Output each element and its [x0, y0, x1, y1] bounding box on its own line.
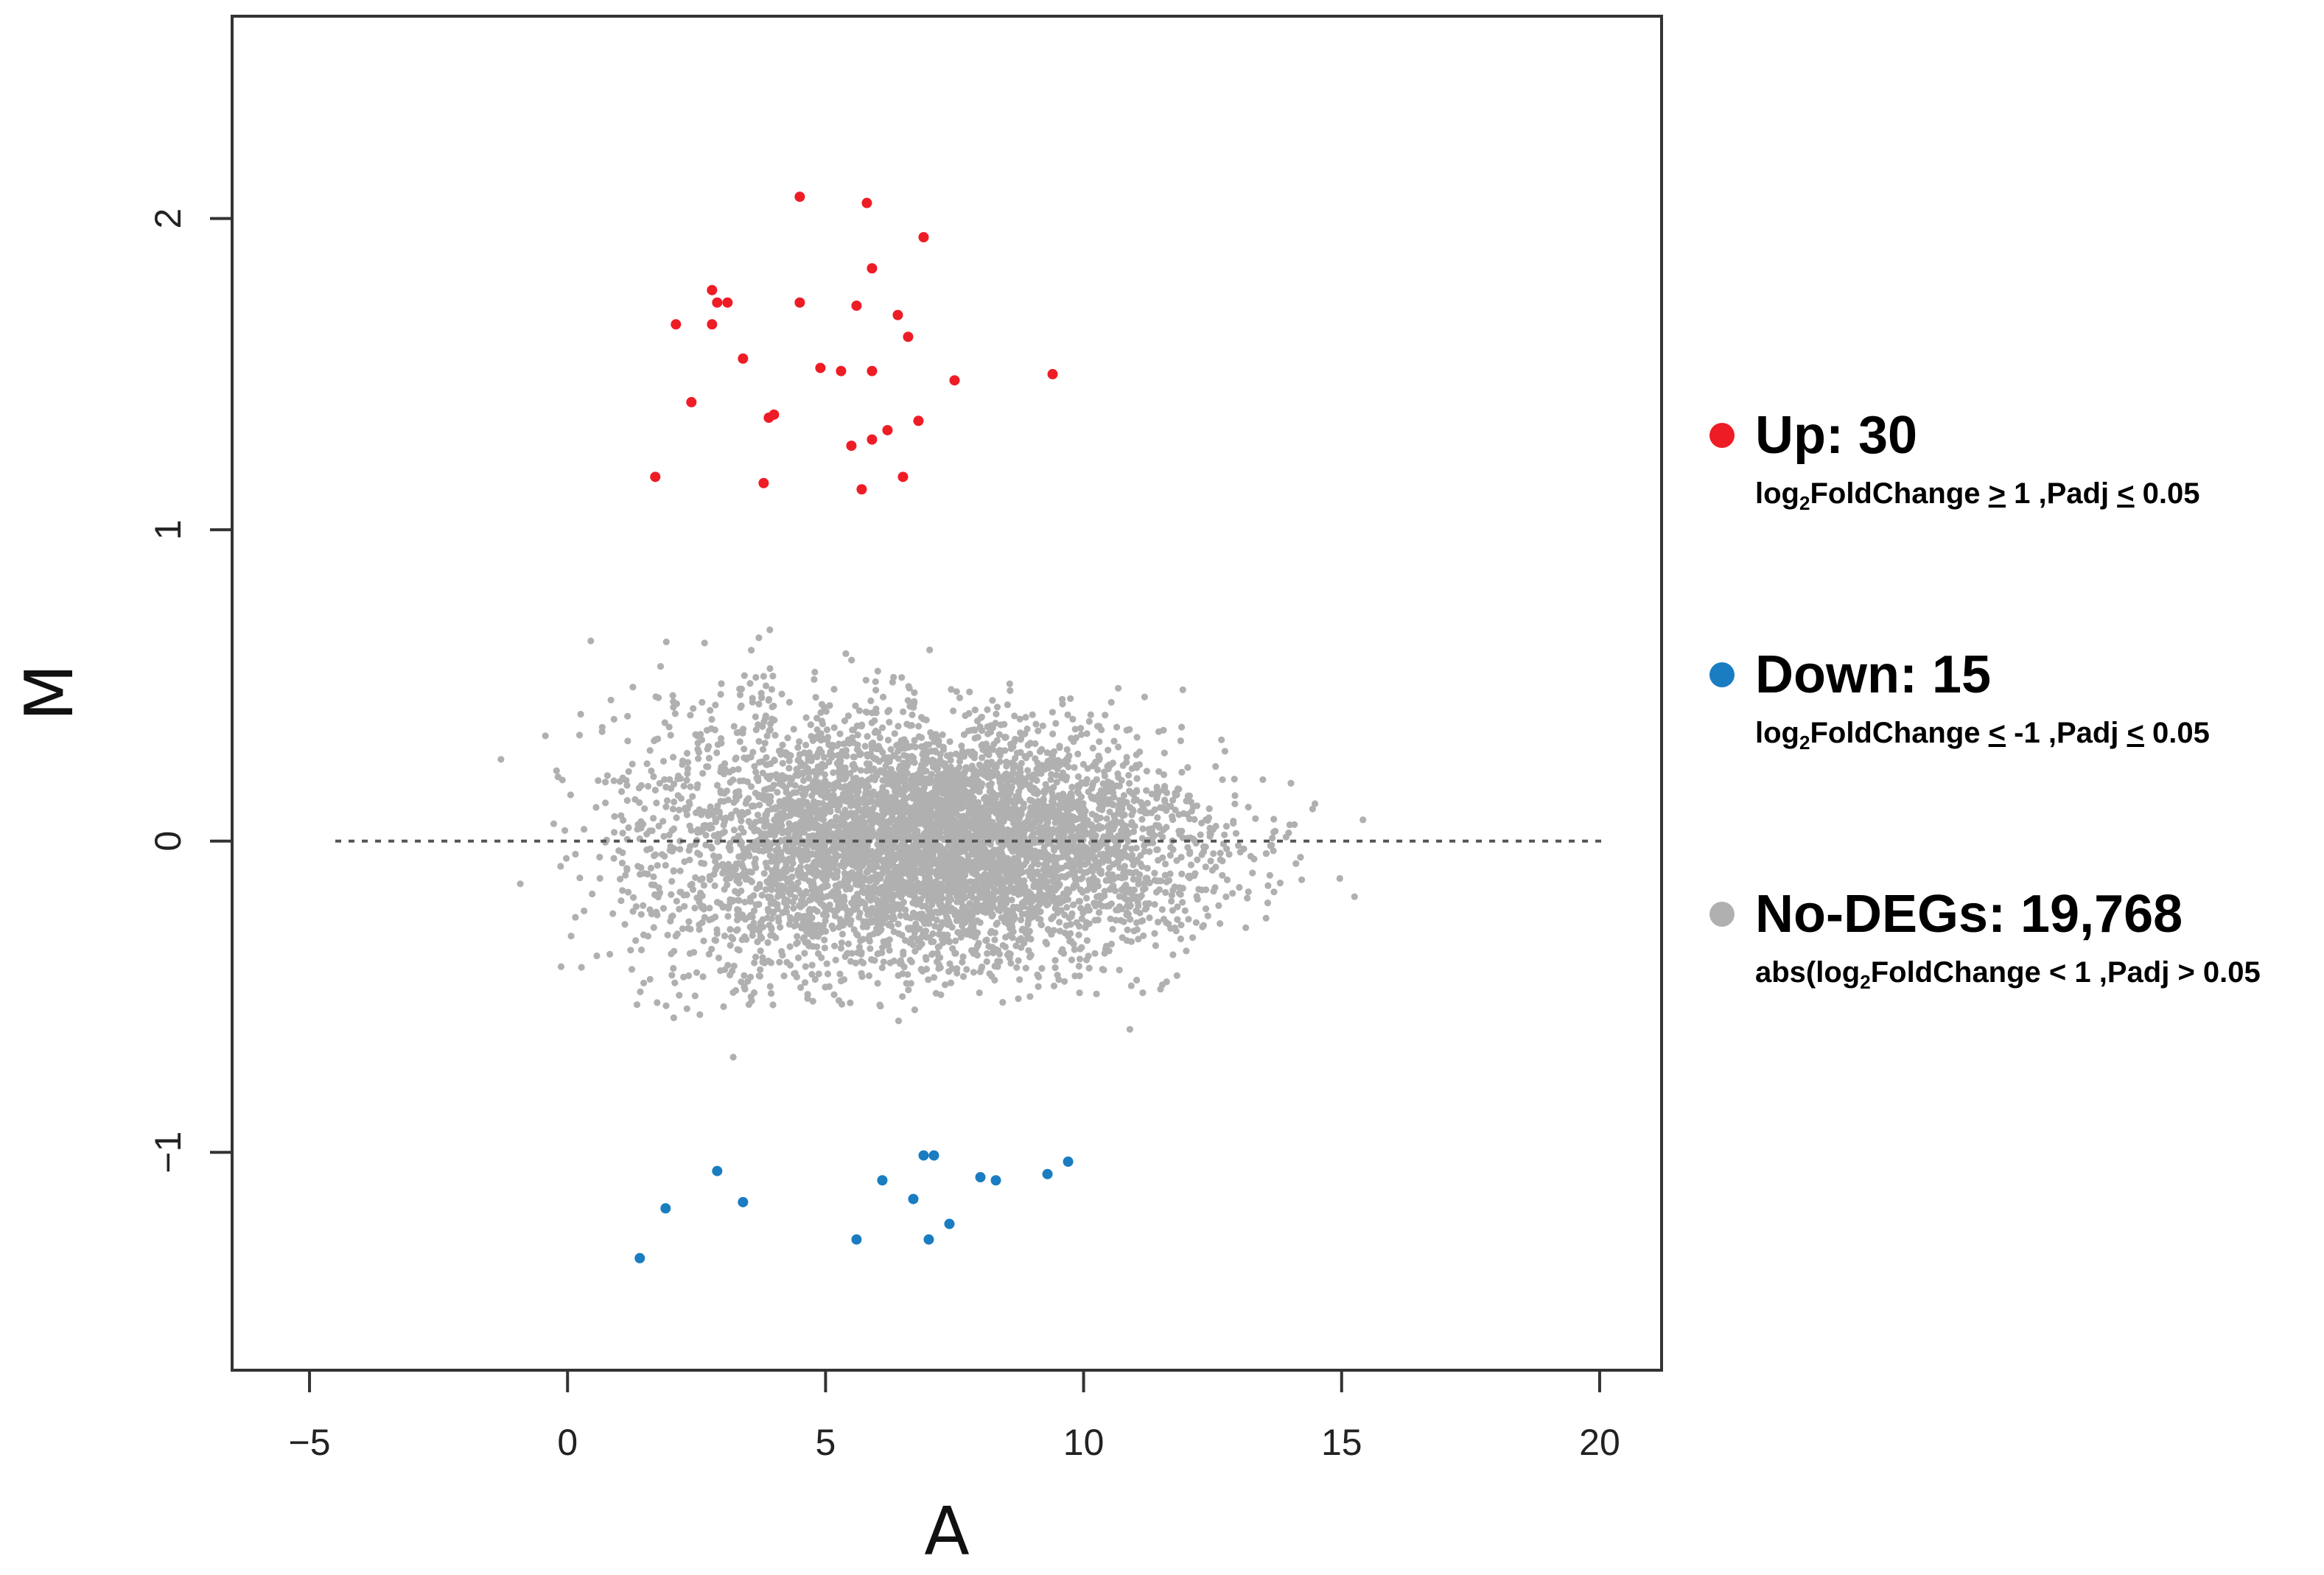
legend-down-condition: log2FoldChange < -1 ,Padj < 0.05: [1755, 717, 2210, 754]
up-point: [903, 332, 914, 343]
up-point: [913, 415, 924, 427]
up-point: [867, 434, 878, 445]
down-point: [944, 1218, 955, 1230]
x-tick-label: 5: [816, 1422, 836, 1463]
x-tick-label: 15: [1321, 1422, 1362, 1463]
legend-no-degs: No-DEGs: 19,768 abs(log2FoldChange < 1 ,…: [1709, 884, 2314, 994]
up-dot-icon: [1709, 423, 1735, 448]
down-points: [634, 1150, 1074, 1263]
down-point: [1063, 1156, 1074, 1167]
up-point: [892, 309, 903, 320]
down-point: [923, 1234, 934, 1245]
up-point: [949, 375, 960, 386]
no-degs-dot-icon: [1709, 902, 1735, 927]
y-tick-label: 0: [147, 831, 189, 852]
x-tick-label: 20: [1579, 1422, 1620, 1463]
x-tick-label: 10: [1063, 1422, 1105, 1463]
up-point: [707, 319, 718, 330]
up-point: [712, 297, 723, 308]
legend-up-condition: log2FoldChange > 1 ,Padj < 0.05: [1755, 477, 2200, 514]
up-point: [794, 192, 805, 203]
up-point: [897, 471, 909, 483]
up-point: [815, 362, 826, 373]
y-tick-label: 1: [147, 519, 189, 540]
up-point: [794, 297, 805, 308]
x-tick-label: 0: [557, 1422, 578, 1463]
down-dot-icon: [1709, 662, 1735, 687]
x-tick-label: −5: [289, 1422, 331, 1463]
down-point: [877, 1175, 888, 1186]
y-tick-label: 2: [147, 208, 189, 229]
up-point: [851, 300, 862, 311]
up-point: [867, 263, 878, 274]
plot-frame: [231, 15, 1663, 1372]
legend-down: Down: 15 log2FoldChange < -1 ,Padj < 0.0…: [1709, 645, 2314, 754]
up-point: [836, 365, 847, 376]
up-point: [918, 231, 929, 242]
down-point: [660, 1203, 671, 1214]
down-point: [1042, 1168, 1053, 1179]
down-point: [928, 1150, 939, 1161]
up-point: [722, 297, 733, 308]
x-axis-title: A: [924, 1493, 970, 1571]
no-degs-points: [497, 626, 1367, 1061]
y-axis-title: M: [11, 664, 88, 721]
down-point: [918, 1150, 929, 1161]
y-tick-label: −1: [147, 1132, 189, 1174]
up-point: [738, 353, 749, 364]
x-axis: −5 0 5 10 15 20: [289, 1369, 1620, 1463]
down-point: [738, 1196, 749, 1207]
up-point: [758, 477, 769, 488]
down-point: [908, 1193, 919, 1204]
down-point: [712, 1165, 723, 1176]
up-point: [882, 424, 893, 435]
up-point: [671, 319, 682, 330]
legend-up: Up: 30 log2FoldChange > 1 ,Padj < 0.05: [1709, 405, 2314, 515]
up-point: [650, 471, 661, 483]
down-point: [634, 1252, 645, 1263]
y-axis: −1 0 1 2: [147, 208, 232, 1174]
legend-down-title: Down: 15: [1755, 645, 1992, 704]
up-point: [1047, 368, 1058, 379]
legend-up-title: Up: 30: [1755, 406, 1918, 465]
up-point: [707, 284, 718, 295]
down-point: [975, 1172, 986, 1183]
up-point: [867, 365, 878, 376]
up-point: [686, 396, 697, 407]
down-point: [851, 1234, 862, 1245]
up-point: [861, 197, 872, 208]
up-point: [856, 484, 867, 495]
no-degs-point-cloud: [497, 626, 1367, 1061]
up-point: [769, 409, 780, 420]
legend-no-degs-condition: abs(log2FoldChange < 1 ,Padj > 0.05: [1755, 956, 2261, 993]
up-points: [650, 192, 1058, 495]
up-point: [846, 441, 857, 452]
legend-no-degs-title: No-DEGs: 19,768: [1755, 885, 2183, 944]
down-point: [990, 1175, 1001, 1186]
